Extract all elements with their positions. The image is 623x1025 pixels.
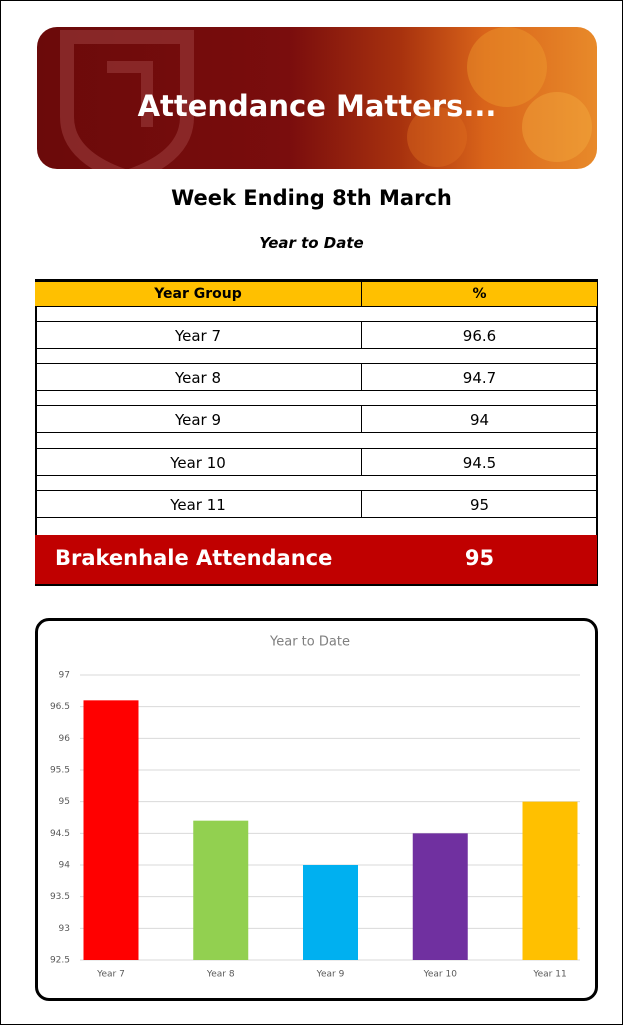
y-tick-label: 92.5 <box>50 956 70 966</box>
bar <box>84 700 139 960</box>
bar <box>303 865 358 960</box>
y-tick-label: 94 <box>59 861 71 871</box>
y-tick-label: 95 <box>59 797 70 807</box>
bar <box>413 833 468 960</box>
y-tick-label: 96 <box>59 734 71 744</box>
x-tick-label: Year 11 <box>532 970 566 980</box>
x-tick-label: Year 7 <box>96 970 125 980</box>
y-tick-label: 95.5 <box>50 766 70 776</box>
bar <box>193 821 248 960</box>
chart-title: Year to Date <box>269 635 350 650</box>
x-tick-label: Year 8 <box>206 970 235 980</box>
x-tick-label: Year 10 <box>423 970 458 980</box>
y-tick-label: 93 <box>59 924 70 934</box>
bar <box>523 802 578 960</box>
chart: Year to Date 92.5 93 93.5 94 94.5 95 95.5 96 96.… <box>0 0 623 1025</box>
y-tick-label: 94.5 <box>50 829 70 839</box>
x-tick-label: Year 9 <box>316 970 345 980</box>
y-tick-label: 96.5 <box>50 702 70 712</box>
page: Attendance Matters... Week Ending 8th Ma… <box>0 0 623 1025</box>
y-tick-label: 93.5 <box>50 892 70 902</box>
y-tick-label: 97 <box>59 671 70 681</box>
